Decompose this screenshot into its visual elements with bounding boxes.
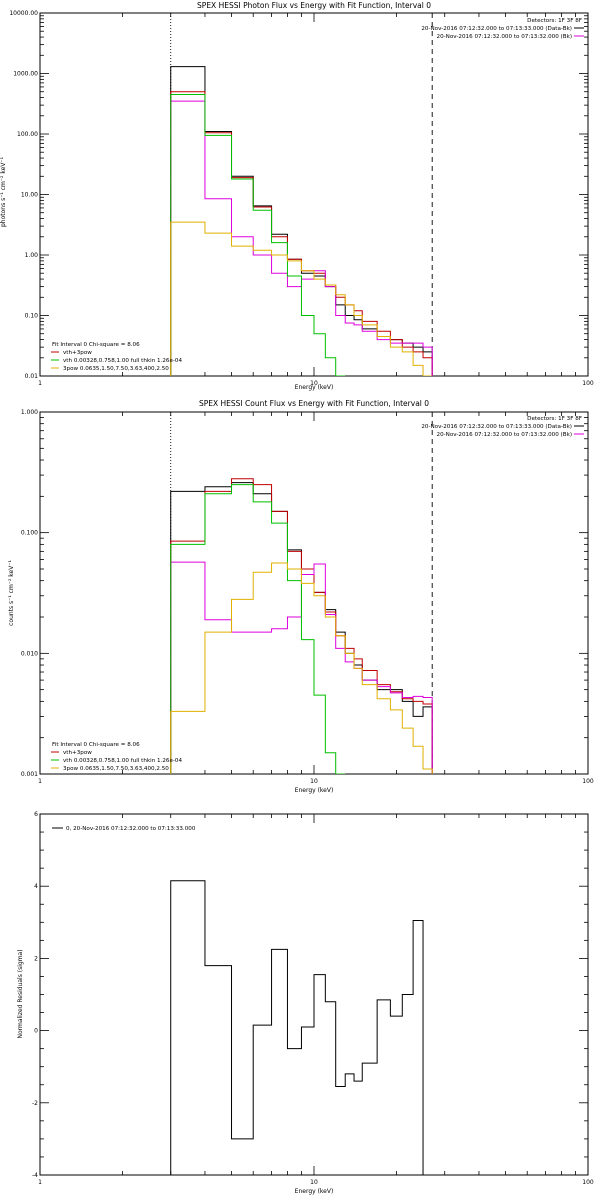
header-line: 20-Nov-2016 07:12:32.000 to 07:13:33.000… bbox=[421, 26, 572, 32]
fit-info-text: Fit Interval 0 Chi-square = 8.06 bbox=[52, 742, 140, 748]
series-line bbox=[170, 562, 433, 774]
series-line bbox=[170, 484, 346, 774]
x-axis-label: Energy (keV) bbox=[295, 384, 334, 391]
header-line: Detectors: 1F 3F 8F bbox=[527, 18, 582, 24]
x-tick-label: 100 bbox=[582, 1179, 594, 1186]
x-tick-label: 100 bbox=[582, 778, 594, 785]
series-line bbox=[170, 561, 433, 774]
legend-entry: vth 0.00328,0.758,1.00 full thkin 1.26e-… bbox=[63, 758, 182, 764]
legend: Fit Interval 0 Chi-square = 8.06 vth+3po… bbox=[51, 342, 182, 372]
plot-area: 1 10 100 -4 -2 0 2 4 6 bbox=[32, 811, 594, 1186]
y-tick-label: -4 bbox=[32, 1172, 38, 1179]
legend-entry: vth+3pow bbox=[63, 750, 92, 756]
y-tick-label: 1.000 bbox=[21, 409, 38, 416]
legend: 0, 20-Nov-2016 07:12:32.000 to 07:13:33.… bbox=[52, 826, 196, 832]
y-axis-label: counts s⁻¹ cm⁻² keV⁻¹ bbox=[8, 560, 15, 626]
legend-entry: vth 0.00328,0.758,1.00 full thkin 1.26e-… bbox=[63, 358, 182, 364]
y-tick-label: 0.01 bbox=[25, 373, 39, 380]
series-line bbox=[170, 100, 433, 376]
y-tick-label: 0 bbox=[34, 1028, 38, 1035]
series-line bbox=[170, 93, 346, 376]
plot-area: 1 10 100 0.001 0.010 0.100 1.000 bbox=[21, 409, 594, 785]
x-tick-label: 10 bbox=[310, 1179, 318, 1186]
x-tick-label: 10 bbox=[310, 778, 318, 785]
x-tick-label: 100 bbox=[582, 380, 594, 387]
x-axis-label: Energy (keV) bbox=[295, 787, 334, 794]
x-tick-label: 1 bbox=[38, 778, 42, 785]
x-tick-label: 1 bbox=[38, 380, 42, 387]
y-tick-label: 0.001 bbox=[21, 771, 38, 778]
legend-entry: vth+3pow bbox=[63, 350, 92, 356]
series-line bbox=[170, 66, 433, 376]
x-tick-label: 10 bbox=[310, 380, 318, 387]
y-tick-label: 0.10 bbox=[25, 313, 39, 320]
y-tick-label: -2 bbox=[32, 1100, 38, 1107]
x-tick-label: 1 bbox=[38, 1179, 42, 1186]
y-tick-label: 4 bbox=[34, 883, 38, 890]
header-line: 20-Nov-2016 07:12:32.000 to 07:13:32.000… bbox=[437, 432, 572, 438]
header-block: Detectors: 1F 3F 8F 20-Nov-2016 07:12:32… bbox=[421, 416, 584, 438]
y-tick-label: 10.00 bbox=[21, 192, 38, 199]
y-tick-label: 6 bbox=[34, 811, 38, 818]
series-line bbox=[170, 880, 433, 1175]
residuals-chart: 1 10 100 -4 -2 0 2 4 6 Energy (keV) Normalized R… bbox=[17, 811, 594, 1195]
header-line: 20-Nov-2016 07:12:32.000 to 07:13:33.000… bbox=[421, 424, 572, 430]
chart-title: SPEX HESSI Photon Flux vs Energy with Fi… bbox=[197, 1, 431, 10]
fit-info-text: Fit Interval 0 Chi-square = 8.06 bbox=[52, 342, 140, 348]
series-line bbox=[170, 91, 433, 376]
y-tick-label: 1.00 bbox=[25, 252, 39, 259]
legend-entry: 0, 20-Nov-2016 07:12:32.000 to 07:13:33.… bbox=[66, 826, 196, 832]
header-line: 20-Nov-2016 07:12:32.000 to 07:13:32.000… bbox=[437, 34, 572, 40]
y-tick-label: 1000.00 bbox=[13, 71, 38, 78]
x-axis-label: Energy (keV) bbox=[295, 1188, 334, 1195]
y-tick-label: 0.100 bbox=[21, 530, 38, 537]
legend: Fit Interval 0 Chi-square = 8.06 vth+3po… bbox=[51, 742, 182, 772]
chart-title: SPEX HESSI Count Flux vs Energy with Fit… bbox=[199, 399, 429, 408]
y-tick-label: 10000.00 bbox=[9, 10, 38, 17]
y-axis-label: Normalized Residuals (sigma) bbox=[17, 949, 24, 1038]
header-block: Detectors: 1F 3F 8F 20-Nov-2016 07:12:32… bbox=[421, 18, 584, 40]
count-flux-chart: SPEX HESSI Count Flux vs Energy with Fit… bbox=[8, 399, 594, 794]
y-tick-label: 0.010 bbox=[21, 650, 38, 657]
photon-flux-chart: SPEX HESSI Photon Flux vs Energy with Fi… bbox=[0, 1, 594, 391]
y-tick-label: 100.00 bbox=[17, 131, 38, 138]
y-axis-label: photons s⁻¹ cm⁻² keV⁻¹ bbox=[0, 156, 7, 227]
legend-entry: 3pow 0.0635,1.50,7.50,3.63,400,2.50 bbox=[63, 366, 169, 372]
plot-area: 1 10 100 0.01 0.10 1.00 10.00 100.00 1000.00 1000… bbox=[9, 10, 594, 387]
series-line bbox=[170, 221, 433, 376]
header-line: Detectors: 1F 3F 8F bbox=[527, 416, 582, 422]
legend-entry: 3pow 0.0635,1.50,7.50,3.63,400,2.50 bbox=[63, 766, 169, 772]
y-tick-label: 2 bbox=[34, 955, 38, 962]
